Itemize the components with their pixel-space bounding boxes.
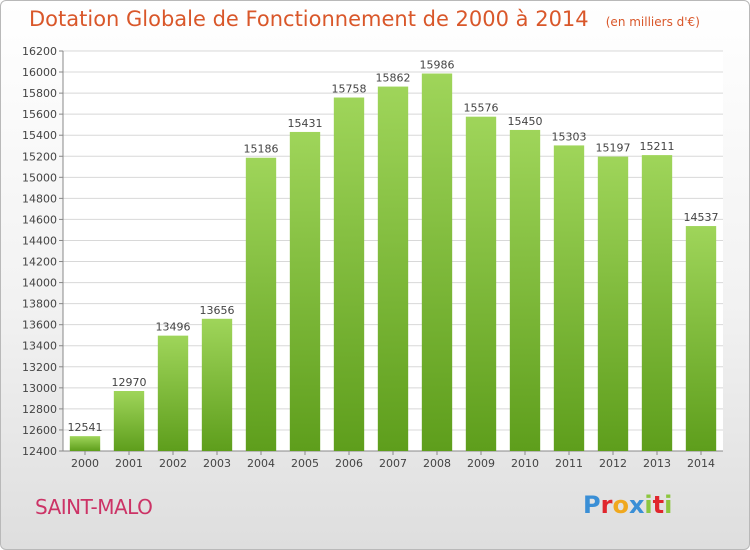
bar	[685, 226, 717, 451]
x-tick-label: 2014	[687, 457, 715, 470]
bar-value-label: 12541	[68, 421, 103, 434]
y-tick-label: 13200	[22, 361, 57, 374]
bar	[465, 116, 497, 452]
bar-value-label: 15211	[640, 140, 675, 153]
bar	[333, 97, 365, 452]
bar-value-label: 15576	[464, 102, 499, 115]
x-tick-label: 2009	[467, 457, 495, 470]
y-tick-label: 15600	[22, 108, 57, 121]
city-name: SAINT-MALO	[35, 495, 153, 519]
y-tick-label: 13600	[22, 319, 57, 332]
y-tick-label: 12600	[22, 424, 57, 437]
y-tick-label: 14400	[22, 234, 57, 247]
y-tick-label: 14800	[22, 192, 57, 205]
x-tick-label: 2012	[599, 457, 627, 470]
chart-title: Dotation Globale de Fonctionnement de 20…	[29, 7, 700, 31]
logo-letter: r	[600, 491, 613, 519]
logo-letter: t	[652, 491, 665, 519]
bar-value-label: 15450	[508, 115, 543, 128]
y-tick-label: 14600	[22, 213, 57, 226]
y-tick-label: 16200	[22, 45, 57, 58]
bar-value-label: 15862	[376, 72, 411, 85]
x-tick-label: 2003	[203, 457, 231, 470]
bar	[201, 318, 233, 451]
x-tick-label: 2007	[379, 457, 407, 470]
x-tick-label: 2008	[423, 457, 451, 470]
bar	[597, 156, 629, 451]
y-tick-label: 12400	[22, 445, 57, 458]
y-tick-label: 15000	[22, 171, 57, 184]
y-tick-label: 15800	[22, 87, 57, 100]
bar-value-label: 14537	[684, 211, 719, 224]
bar	[509, 129, 541, 451]
logo-letter: i	[644, 491, 653, 519]
x-tick-label: 2001	[115, 457, 143, 470]
y-tick-label: 13400	[22, 340, 57, 353]
y-tick-label: 12800	[22, 403, 57, 416]
x-tick-label: 2011	[555, 457, 583, 470]
chart-title-text: Dotation Globale de Fonctionnement de 20…	[29, 7, 589, 31]
bar-value-label: 15431	[288, 117, 323, 130]
x-tick-label: 2000	[71, 457, 99, 470]
bar-value-label: 15986	[420, 59, 455, 72]
y-tick-label: 13000	[22, 382, 57, 395]
x-tick-label: 2006	[335, 457, 363, 470]
x-tick-label: 2002	[159, 457, 187, 470]
x-tick-label: 2013	[643, 457, 671, 470]
bar	[245, 157, 277, 451]
bar-value-label: 12970	[112, 376, 147, 389]
bar	[113, 391, 145, 451]
bar	[69, 436, 101, 451]
bar-value-label: 13656	[200, 304, 235, 317]
y-tick-label: 13800	[22, 298, 57, 311]
bar	[157, 335, 189, 451]
bar-value-label: 15197	[596, 142, 631, 155]
x-tick-label: 2010	[511, 457, 539, 470]
bar	[641, 155, 673, 451]
x-tick-label: 2004	[247, 457, 275, 470]
chart-unit-text: (en milliers d'€)	[605, 15, 700, 29]
bar-value-label: 15186	[244, 143, 279, 156]
logo-letter: x	[628, 491, 645, 519]
bar-value-label: 15303	[552, 130, 587, 143]
y-tick-label: 15400	[22, 129, 57, 142]
y-tick-label: 14200	[22, 256, 57, 269]
logo-letter: P	[583, 491, 601, 519]
proxiti-logo: Proxiti	[583, 491, 672, 519]
logo-letter: o	[612, 491, 629, 519]
y-tick-label: 14000	[22, 277, 57, 290]
x-tick-label: 2005	[291, 457, 319, 470]
y-tick-label: 16000	[22, 66, 57, 79]
bar-value-label: 13496	[156, 321, 191, 334]
bar	[289, 131, 321, 451]
bar-value-label: 15758	[332, 83, 367, 96]
y-tick-label: 15200	[22, 150, 57, 163]
bar	[553, 145, 585, 451]
bar	[421, 73, 453, 452]
bar	[377, 86, 409, 451]
logo-letter: i	[664, 491, 673, 519]
